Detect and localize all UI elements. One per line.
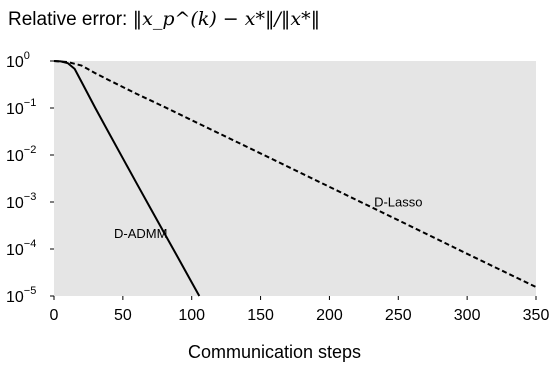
title-math: ‖x_p^(k) − x*‖/‖x*‖	[132, 8, 321, 30]
y-tick-label: 10−5	[6, 285, 36, 306]
x-tick-label: 50	[114, 307, 132, 324]
y-tick-label: 10−3	[6, 191, 36, 212]
series-label-d-admm: D-ADMM	[114, 226, 167, 241]
series-group: D-ADMM D-Lasso	[53, 60, 537, 297]
x-tick-label: 100	[178, 307, 205, 324]
chart-title: Relative error: ‖x_p^(k) − x*‖/‖x*‖	[8, 8, 320, 31]
x-tick-label: 200	[316, 307, 343, 324]
series-label-d-lasso: D-Lasso	[374, 195, 422, 210]
x-axis-label: Communication steps	[187, 342, 362, 362]
series-line-d-lasso	[53, 60, 537, 288]
y-tick-label: 10−4	[6, 238, 36, 259]
axis-ticks: 0 50 100 150 200 250 300 350 100 10−1 10−2 10−3 10−4…	[6, 50, 549, 324]
title-prefix: Relative error:	[8, 9, 128, 30]
x-tick-label: 150	[247, 307, 274, 324]
x-tick-label: 250	[385, 307, 412, 324]
x-tick-label: 300	[454, 307, 481, 324]
plot-area	[54, 61, 536, 296]
y-tick-label: 10−2	[6, 144, 36, 165]
series-line-d-admm	[53, 60, 201, 297]
y-tick-label: 10−1	[6, 97, 36, 118]
x-tick-label: 350	[523, 307, 549, 324]
y-tick-label: 100	[6, 50, 30, 71]
x-tick-label: 0	[50, 307, 59, 324]
